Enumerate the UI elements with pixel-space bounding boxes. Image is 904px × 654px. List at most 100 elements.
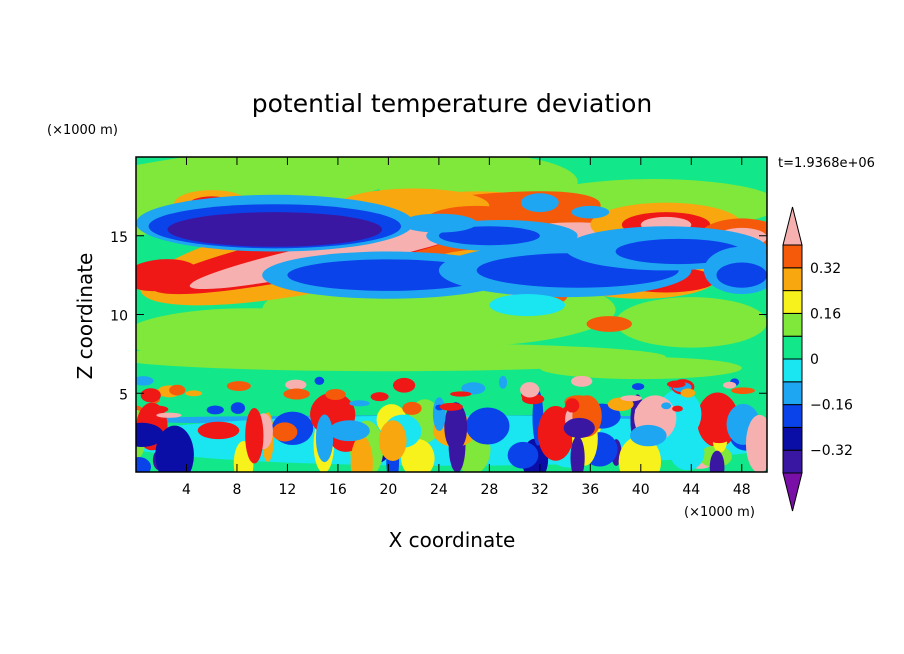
contour-region xyxy=(438,226,540,246)
y-tick-label: 5 xyxy=(119,387,128,403)
contour-plot xyxy=(135,156,768,473)
contour-region xyxy=(379,420,407,462)
contour-region xyxy=(136,422,164,447)
colorbar-band xyxy=(782,404,803,428)
colorbar-band xyxy=(782,335,803,360)
contour-region xyxy=(285,379,307,390)
contour-region xyxy=(402,401,422,415)
contour-region xyxy=(629,424,667,447)
contour-region xyxy=(206,405,224,415)
colorbar: 0.32 0.16 0 −0.16 −0.32 xyxy=(782,206,853,512)
contour-region xyxy=(287,259,490,291)
contour-region xyxy=(661,402,672,410)
x-tick-label: 8 xyxy=(232,482,241,498)
contour-region xyxy=(716,262,767,288)
contour-region xyxy=(145,405,169,414)
contour-region xyxy=(167,212,383,247)
contour-region xyxy=(349,400,370,407)
contour-region xyxy=(570,436,585,472)
colorbar-band xyxy=(782,449,803,474)
y-tick-label: 10 xyxy=(110,309,128,325)
contour-region xyxy=(489,294,566,317)
contour-field xyxy=(136,157,767,472)
x-tick-label: 48 xyxy=(733,482,751,498)
contour-region xyxy=(185,390,203,397)
colorbar-min-triangle xyxy=(782,472,803,512)
x-tick-label: 4 xyxy=(182,482,191,498)
x-tick-label: 20 xyxy=(379,482,397,498)
x-tick-label: 16 xyxy=(329,482,347,498)
chart-title: potential temperature deviation xyxy=(252,89,652,118)
contour-region xyxy=(520,193,559,213)
colorbar-label: 0.32 xyxy=(810,261,841,277)
y-axis: 5 10 15 xyxy=(110,230,767,403)
x-tick-label: 28 xyxy=(480,482,498,498)
contour-region xyxy=(283,388,310,400)
contour-region xyxy=(401,439,435,472)
contour-region xyxy=(315,414,334,463)
contour-region xyxy=(745,414,767,472)
contour-region xyxy=(672,405,683,412)
contour-region xyxy=(731,387,755,394)
contour-region xyxy=(328,420,370,442)
contour-region xyxy=(230,402,246,414)
contour-region xyxy=(565,398,580,413)
contour-region xyxy=(498,375,508,389)
contour-region xyxy=(615,297,767,348)
contour-region xyxy=(439,402,463,411)
contour-region xyxy=(586,316,632,332)
contour-region xyxy=(136,342,666,372)
contour-region xyxy=(709,450,725,472)
contour-region xyxy=(325,388,346,401)
colorbar-label: −0.16 xyxy=(810,398,853,414)
time-label: t=1.9368e+06 xyxy=(778,156,875,171)
contour-region xyxy=(350,435,373,472)
contour-region xyxy=(197,421,240,440)
colorbar-band xyxy=(782,290,803,314)
x-tick-label: 44 xyxy=(682,482,700,498)
x-tick-label: 24 xyxy=(430,482,448,498)
contour-region xyxy=(537,406,574,461)
contour-region xyxy=(571,205,610,219)
contour-region xyxy=(314,376,325,385)
contour-region xyxy=(539,357,742,380)
contour-region xyxy=(136,259,199,292)
colorbar-band xyxy=(782,244,803,269)
contour-region xyxy=(444,402,468,452)
x-tick-label: 36 xyxy=(581,482,599,498)
contour-region xyxy=(520,382,540,398)
contour-region xyxy=(136,376,154,386)
contour-region xyxy=(461,382,486,395)
colorbar-max-triangle xyxy=(782,206,803,246)
contour-region xyxy=(450,391,472,397)
contour-region xyxy=(507,441,539,469)
colorbar-band xyxy=(782,312,803,337)
contour-region xyxy=(634,404,653,419)
colorbar-band xyxy=(782,358,803,383)
y-unit-label: (×1000 m) xyxy=(47,123,118,138)
contour-region xyxy=(155,425,194,472)
y-tick-label: 15 xyxy=(110,230,128,246)
contour-region xyxy=(401,213,477,233)
colorbar-band xyxy=(782,267,803,292)
colorbar-band xyxy=(782,426,803,451)
x-unit-label: (×1000 m) xyxy=(684,505,755,520)
contour-region xyxy=(393,377,416,393)
x-axis: 4 8 12 16 20 24 28 32 36 40 44 48 xyxy=(182,157,751,498)
contour-region xyxy=(570,375,593,387)
contour-region xyxy=(465,407,510,445)
y-axis-label: Z coordinate xyxy=(73,253,97,380)
x-tick-label: 40 xyxy=(632,482,650,498)
contour-region xyxy=(723,381,737,389)
x-tick-label: 32 xyxy=(531,482,549,498)
x-axis-label: X coordinate xyxy=(389,528,516,552)
contour-region xyxy=(432,397,446,432)
contour-region xyxy=(140,388,161,403)
contour-region xyxy=(680,388,696,398)
contour-region xyxy=(156,412,182,418)
contour-region xyxy=(620,395,642,402)
colorbar-label: 0.16 xyxy=(810,306,841,322)
contour-region xyxy=(169,384,186,396)
contour-region xyxy=(136,457,151,472)
